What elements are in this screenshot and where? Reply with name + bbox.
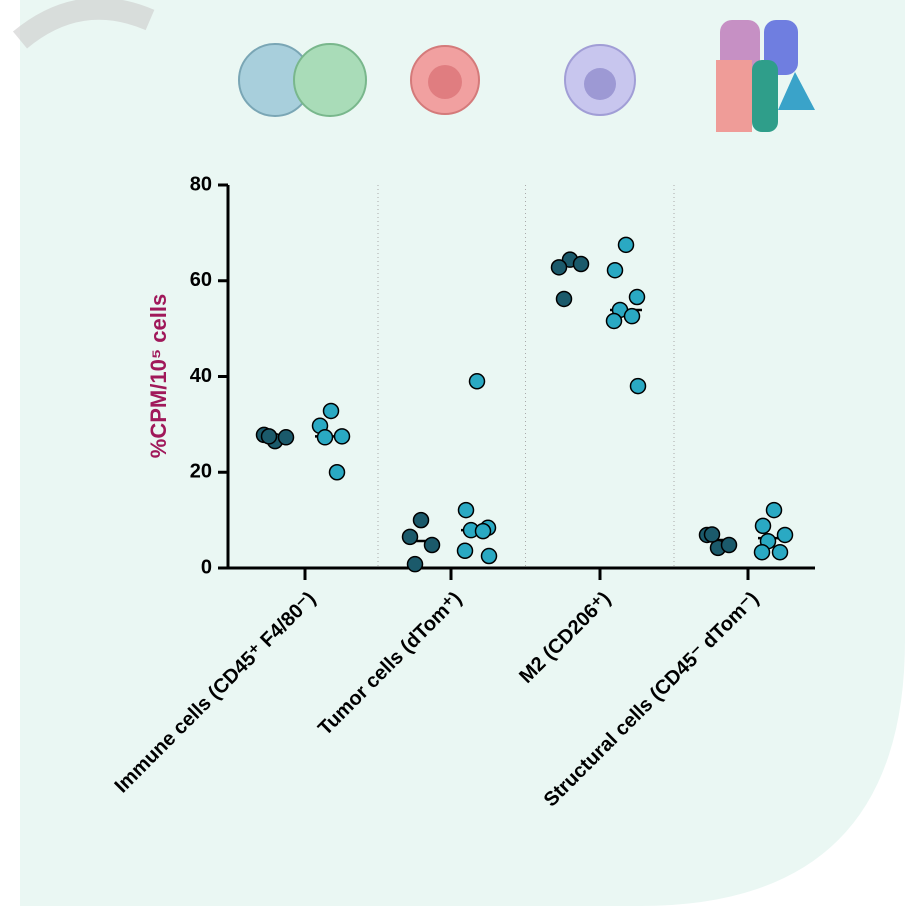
data-point xyxy=(625,309,640,324)
data-point xyxy=(262,429,277,444)
data-point xyxy=(631,379,646,394)
data-point xyxy=(459,503,474,518)
data-point xyxy=(608,263,623,278)
data-point xyxy=(607,313,622,328)
data-point xyxy=(705,527,720,542)
chart: %CPM/10⁵ cells 020406080Immune cells (CD… xyxy=(0,0,905,906)
data-point xyxy=(557,291,572,306)
y-tick-label: 20 xyxy=(190,461,212,483)
data-point xyxy=(330,465,345,480)
data-point xyxy=(476,524,491,539)
data-point xyxy=(318,430,333,445)
data-point xyxy=(773,545,788,560)
data-point xyxy=(403,529,418,544)
data-point xyxy=(414,513,429,528)
data-point xyxy=(425,538,440,553)
y-tick-label: 80 xyxy=(190,173,212,195)
data-point xyxy=(574,256,589,271)
data-point xyxy=(630,290,645,305)
y-axis-label: %CPM/10⁵ cells xyxy=(146,294,171,458)
data-point xyxy=(408,557,423,572)
data-point xyxy=(619,237,634,252)
data-point xyxy=(458,543,473,558)
y-tick-label: 0 xyxy=(201,556,212,578)
data-point xyxy=(756,518,771,533)
y-tick-label: 40 xyxy=(190,365,212,387)
data-point xyxy=(755,545,770,560)
data-point xyxy=(335,429,350,444)
data-point xyxy=(722,538,737,553)
data-point xyxy=(552,260,567,275)
data-point xyxy=(324,403,339,418)
data-point xyxy=(767,503,782,518)
y-tick-label: 60 xyxy=(190,269,212,291)
data-point xyxy=(482,549,497,564)
data-point xyxy=(470,374,485,389)
data-point xyxy=(279,430,294,445)
data-point xyxy=(778,527,793,542)
